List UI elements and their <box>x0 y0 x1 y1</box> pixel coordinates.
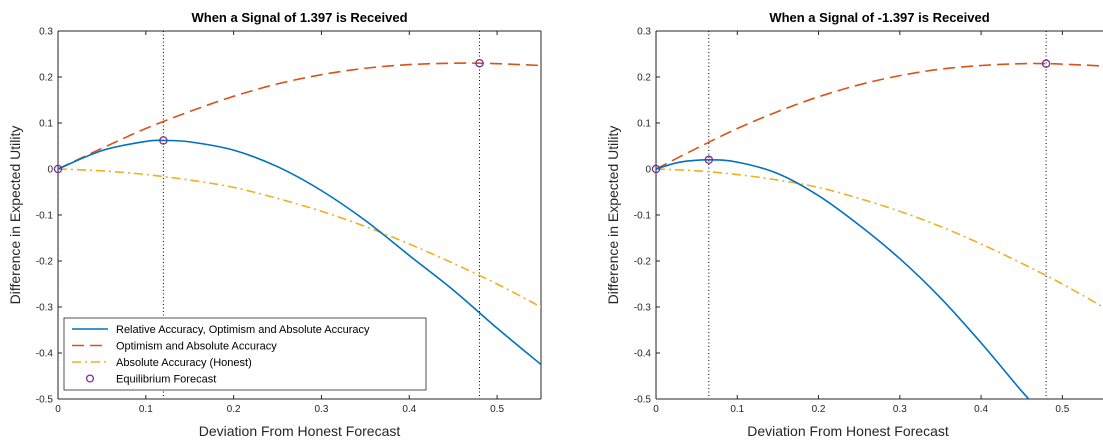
y-axis-label: Difference in Expected Utility <box>7 126 23 305</box>
legend-entry: Relative Accuracy, Optimism and Absolute… <box>116 324 370 336</box>
axes: 0 0.1 0.2 0.3 0.4 0.5 -0.5 -0.4 -0.3 -0.2 -0.1 0 0.1… <box>634 27 1103 415</box>
series-line <box>656 62 1103 170</box>
equilibrium-point <box>651 164 661 174</box>
y-tick-label: 0.1 <box>39 119 53 130</box>
x-tick-label: 0.2 <box>812 404 826 415</box>
legend-entry: Absolute Accuracy (Honest) <box>116 357 252 369</box>
equilibrium-point <box>53 164 63 174</box>
equilibrium-point <box>1041 59 1051 68</box>
x-tick-label: 0.4 <box>974 404 988 415</box>
equilibrium-point <box>704 155 714 165</box>
y-tick-label: -0.1 <box>634 211 652 222</box>
y-tick-label: -0.3 <box>36 303 54 314</box>
x-tick-label: 0.1 <box>730 404 744 415</box>
y-tick-label: 0.1 <box>637 119 651 130</box>
series-line <box>656 158 1030 399</box>
series-line <box>58 139 541 366</box>
legend-box <box>63 317 427 391</box>
y-tick-label: 0.3 <box>39 27 53 38</box>
series-line <box>656 168 1103 308</box>
x-tick-label: 0.3 <box>315 404 329 415</box>
y-tick-label: -0.4 <box>634 349 652 360</box>
x-axis-label: Deviation From Honest Forecast <box>747 423 949 439</box>
y-tick-label: 0 <box>47 165 53 176</box>
y-tick-label: 0 <box>645 165 651 176</box>
series-line <box>58 168 541 308</box>
chart-title: When a Signal of -1.397 is Received <box>769 10 989 25</box>
x-tick-label: 0.3 <box>893 404 907 415</box>
series-line <box>58 62 541 170</box>
y-axis-label: Difference in Expected Utility <box>605 126 621 305</box>
y-tick-label: -0.3 <box>634 303 652 314</box>
chart-title: When a Signal of 1.397 is Received <box>191 10 407 25</box>
y-tick-label: -0.2 <box>36 257 54 268</box>
y-tick-label: -0.5 <box>634 395 652 406</box>
x-axis-label: Deviation From Honest Forecast <box>199 423 401 439</box>
equilibrium-point <box>475 58 484 68</box>
x-tick-label: 0 <box>653 404 659 415</box>
x-tick-label: 0.1 <box>139 404 153 415</box>
y-tick-label: 0.2 <box>39 73 53 84</box>
legend-entry: Optimism and Absolute Accuracy <box>116 341 277 353</box>
y-tick-label: 0.2 <box>637 73 651 84</box>
x-tick-label: 0.2 <box>227 404 241 415</box>
plot-area <box>656 31 1103 399</box>
x-tick-label: 0 <box>55 404 61 415</box>
equilibrium-point <box>159 136 168 145</box>
y-tick-label: -0.1 <box>36 211 54 222</box>
left-chart-panel: When a Signal of 1.397 is Received 0 0.1 0.… <box>7 10 542 439</box>
y-tick-label: -0.5 <box>36 395 54 406</box>
plot-area <box>58 31 541 399</box>
y-tick-label: -0.4 <box>36 349 54 360</box>
x-tick-label: 0.4 <box>402 404 416 415</box>
y-tick-label: 0.3 <box>637 27 651 38</box>
x-tick-label: 0.5 <box>1055 404 1069 415</box>
y-tick-label: -0.2 <box>634 257 652 268</box>
legend-entry: Equilibrium Forecast <box>116 374 216 386</box>
legend-marker <box>85 374 95 383</box>
axes: 0 0.1 0.2 0.3 0.4 0.5 -0.5 -0.4 -0.3 -0.2 -0.1 0 0.1… <box>36 27 542 415</box>
legend: Relative Accuracy, Optimism and Absolute… <box>63 317 427 391</box>
x-tick-label: 0.5 <box>490 404 504 415</box>
